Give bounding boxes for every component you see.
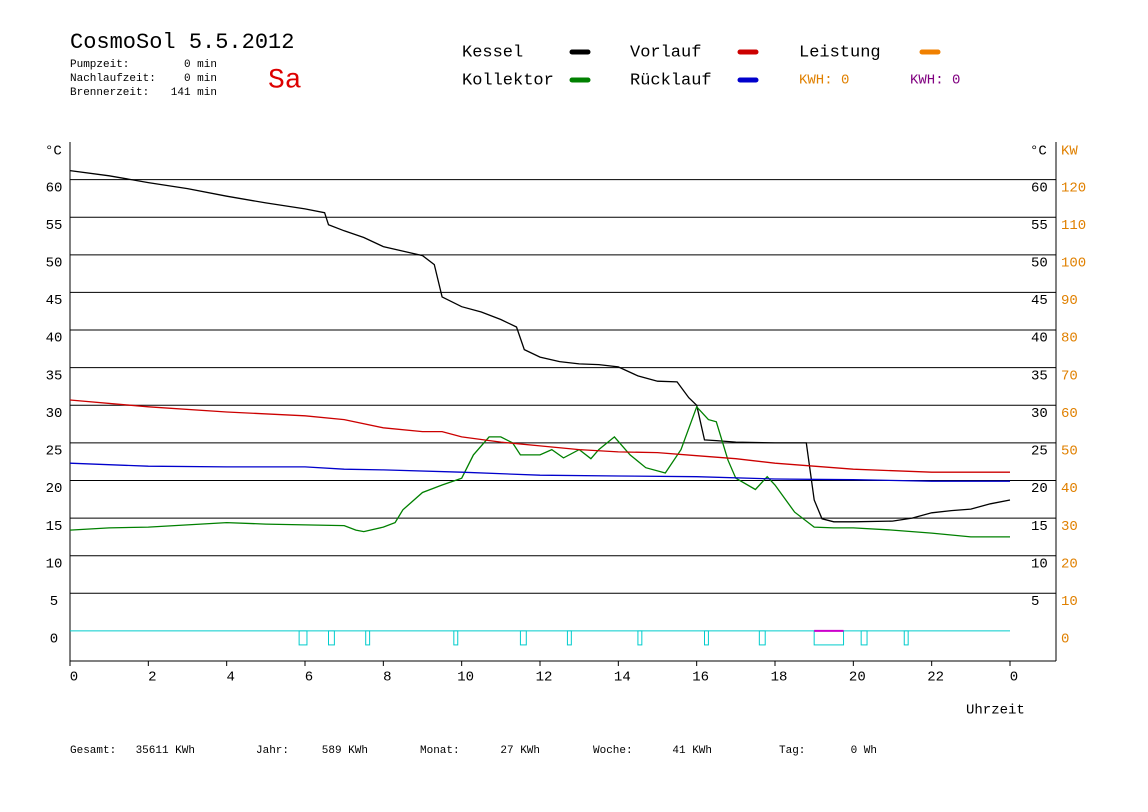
x-tick-label: 0 <box>1010 670 1018 686</box>
y2-unit-tick-label: 40 <box>1031 331 1048 347</box>
footer-label: Tag: <box>779 745 805 757</box>
series-line <box>69 405 1010 538</box>
legend-label: Kessel <box>462 43 523 62</box>
y2-unit-tick-label: 55 <box>1031 218 1048 234</box>
y2-tick-label: 60 <box>1061 406 1078 422</box>
y2-unit-tick-label: 15 <box>1031 519 1048 535</box>
pump-pulse <box>758 630 766 646</box>
y2-axis-label: KW <box>1061 144 1078 160</box>
y2-tick-label: 100 <box>1061 256 1086 272</box>
pump-pulse <box>704 630 709 646</box>
y-tick-label: 20 <box>46 481 63 497</box>
day: Sa <box>268 65 302 96</box>
y2-tick-label: 80 <box>1061 331 1078 347</box>
y-tick-label: 25 <box>46 444 63 460</box>
y2-tick-label: 50 <box>1061 444 1078 460</box>
y2-tick-label: 0 <box>1061 632 1069 648</box>
x-tick-label: 0 <box>70 670 78 686</box>
pump-pulse <box>566 630 572 646</box>
y2-tick-label: 30 <box>1061 519 1078 535</box>
legend-label: Vorlauf <box>630 43 701 62</box>
pump-pulse <box>860 630 868 646</box>
pump-pulse <box>813 630 845 646</box>
info-value: 0 min <box>184 73 217 85</box>
info-label: Pumpzeit: <box>70 59 129 71</box>
y2-unit-tick-label: 50 <box>1031 256 1048 272</box>
y2-unit-tick-label: 20 <box>1031 481 1048 497</box>
series-line <box>69 399 1010 473</box>
y-tick-label: 35 <box>46 368 63 384</box>
x-tick-label: 8 <box>383 670 391 686</box>
info-label: Brennerzeit: <box>70 87 149 99</box>
y-tick-label: 15 <box>46 519 63 535</box>
x-tick-label: 2 <box>148 670 156 686</box>
y-tick-label: 60 <box>46 180 63 196</box>
x-tick-label: 6 <box>305 670 313 686</box>
y2-tick-label: 110 <box>1061 218 1086 234</box>
x-tick-label: 18 <box>771 670 788 686</box>
pump-pulse <box>637 630 643 646</box>
info-value: 141 min <box>171 87 217 99</box>
footer-label: Jahr: <box>256 745 289 757</box>
footer-label: Woche: <box>593 745 633 757</box>
legend-label: Rücklauf <box>630 71 712 90</box>
x-tick-label: 22 <box>927 670 944 686</box>
pump-pulse <box>453 630 459 646</box>
pump-pulse <box>903 630 909 646</box>
footer-value: 41 KWh <box>672 745 712 757</box>
y-tick-label: 0 <box>50 632 58 648</box>
footer-value: 27 KWh <box>500 745 540 757</box>
kwh-label: KWH: 0 <box>799 73 849 89</box>
footer-label: Monat: <box>420 745 460 757</box>
y2-unit-tick-label: 10 <box>1031 556 1048 572</box>
pump-pulse <box>365 630 371 646</box>
x-axis-label: Uhrzeit <box>966 703 1025 719</box>
title: CosmoSol 5.5.2012 <box>70 30 294 55</box>
y2-tick-label: 120 <box>1061 180 1086 196</box>
pump-pulse <box>519 630 527 646</box>
x-tick-label: 12 <box>536 670 553 686</box>
y2-tick-label: 90 <box>1061 293 1078 309</box>
series-line <box>69 169 1011 523</box>
x-tick-label: 20 <box>849 670 866 686</box>
y-axis-label: °C <box>45 144 62 160</box>
y2-unit-tick-label: 30 <box>1031 406 1048 422</box>
y2-unit-tick-label: 60 <box>1031 180 1048 196</box>
y-tick-label: 45 <box>46 293 63 309</box>
y2-tick-label: 20 <box>1061 556 1078 572</box>
series-line <box>69 462 1010 482</box>
x-tick-label: 10 <box>457 670 474 686</box>
footer-value: 35611 KWh <box>136 745 195 757</box>
footer-label: Gesamt: <box>70 745 116 757</box>
y-tick-label: 5 <box>50 594 58 610</box>
y2-tick-label: 10 <box>1061 594 1078 610</box>
y2-unit-tick-label: 5 <box>1031 594 1039 610</box>
y-tick-label: 10 <box>46 556 63 572</box>
legend-label: Kollektor <box>462 71 554 90</box>
x-tick-label: 4 <box>226 670 234 686</box>
info-label: Nachlaufzeit: <box>70 73 156 85</box>
y2-unit-tick-label: 45 <box>1031 293 1048 309</box>
info-value: 0 min <box>184 59 217 71</box>
pump-pulse <box>298 630 308 646</box>
kwh-label: KWH: 0 <box>910 73 960 89</box>
y2-tick-label: 40 <box>1061 481 1078 497</box>
legend-label: Leistung <box>799 43 881 62</box>
y-tick-label: 50 <box>46 256 63 272</box>
y2-unit-tick-label: 35 <box>1031 368 1048 384</box>
y2-unit-tick-label: 25 <box>1031 444 1048 460</box>
y2-tick-label: 70 <box>1061 368 1078 384</box>
y-tick-label: 30 <box>46 406 63 422</box>
footer-value: 589 KWh <box>322 745 368 757</box>
y-tick-label: 40 <box>46 331 63 347</box>
footer-value: 0 Wh <box>851 745 877 757</box>
pump-pulse <box>328 630 335 646</box>
y-tick-label: 55 <box>46 218 63 234</box>
x-tick-label: 16 <box>692 670 709 686</box>
x-tick-label: 14 <box>614 670 631 686</box>
y2-axis-unit: °C <box>1030 144 1047 160</box>
